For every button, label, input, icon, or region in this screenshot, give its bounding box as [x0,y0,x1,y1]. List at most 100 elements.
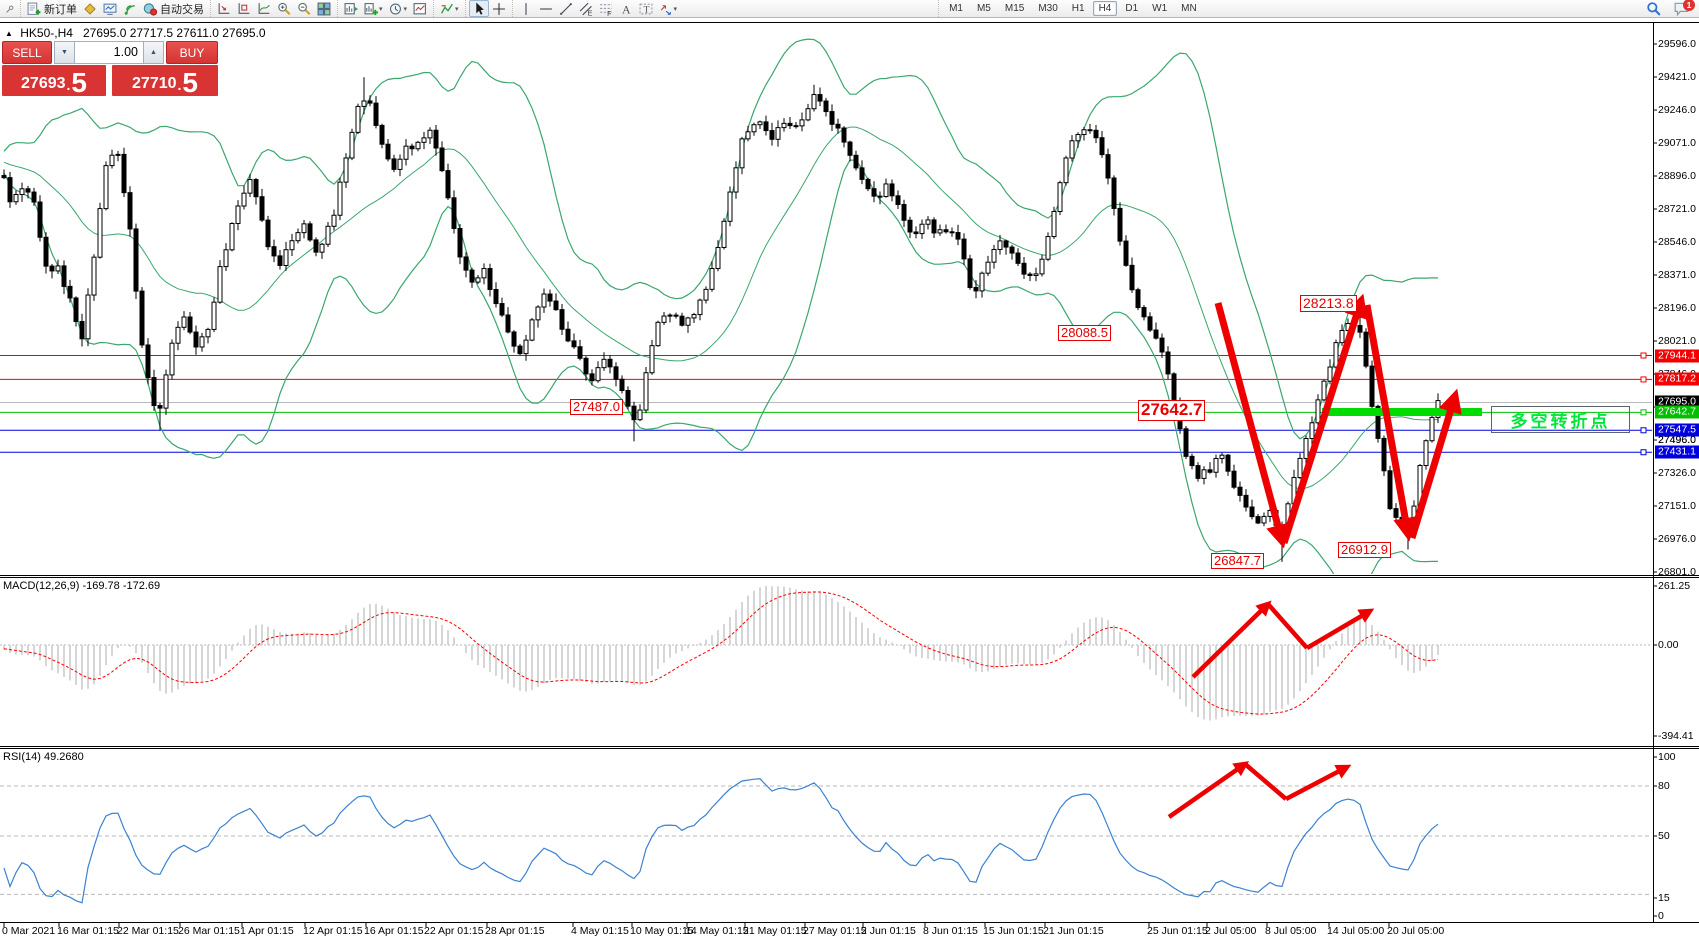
autotrading-icon [143,2,157,16]
expand-arrow-icon[interactable]: ▲ [5,29,13,38]
timeframe-h4-button[interactable]: H4 [1092,1,1118,16]
sell-button[interactable]: SELL [2,41,52,64]
autotrading-button[interactable]: 自动交易 [140,0,207,17]
indicators-button[interactable]: ▾ [437,0,462,17]
arrows-button[interactable]: ▾ [656,0,681,17]
zoom-out-icon [297,2,311,16]
zoom-in-icon [277,2,291,16]
fibonacci-button[interactable]: F [596,0,616,17]
crosshair-icon [492,2,506,16]
buy-price[interactable]: 27710. 5 [112,65,218,97]
chevron-down-icon[interactable]: ▾ [673,5,678,13]
sell-price[interactable]: 27693. 5 [2,65,106,97]
macd-axis-tick: 0.00 [1658,639,1679,651]
timeframe-m30-button[interactable]: M30 [1038,3,1058,14]
search-icon[interactable] [1645,1,1662,21]
buy-button[interactable]: BUY [166,41,218,64]
buy-price-sep: . [177,77,182,93]
tile-windows-button[interactable] [314,0,334,17]
volume-increment-button[interactable]: ▲ [143,41,164,64]
price-axis-tick: 28896.0 [1658,170,1696,182]
price-annotation[interactable]: 28213.8 [1300,295,1357,313]
periods-button[interactable]: ▾ [386,0,411,17]
timeframe-h1-button[interactable]: H1 [1071,3,1085,14]
vline-button[interactable] [516,0,536,17]
price-annotation[interactable]: 27487.0 [570,399,623,416]
hline-button[interactable] [536,0,556,17]
price-annotation[interactable]: 27642.7 [1138,400,1206,421]
charts-button[interactable] [100,0,120,17]
timeframe-w1-button[interactable]: W1 [1152,3,1168,14]
chart-title: ▲ HK50-,H4 27695.0 27717.5 27611.0 27695… [5,26,266,40]
price-annotation[interactable]: 26847.7 [1211,553,1264,570]
template-button[interactable] [410,0,430,17]
time-axis-label: 21 Jun 01:15 [1043,925,1104,937]
toolbar-group: ▾ [433,0,465,17]
price-axis-tick: 27151.0 [1658,500,1696,512]
volume-decrement-button[interactable]: ▼ [54,41,75,64]
time-axis-label: 16 Mar 01:15 [57,925,119,937]
sell-price-main: 27693 [21,75,66,92]
cursor-button[interactable] [468,0,489,17]
time-axis-label: 22 Mar 01:15 [117,925,179,937]
wrench-icon [6,2,14,16]
time-axis-label: 8 Jun 01:15 [923,925,978,937]
zoom-out-button[interactable] [294,0,314,17]
time-axis-label: 16 Apr 01:15 [364,925,424,937]
time-axis-label: 0 Mar 2021 [2,925,56,937]
text-button[interactable]: A [616,0,636,17]
periods-icon [389,2,403,16]
time-axis-label: 26 Mar 01:15 [178,925,240,937]
wrench-button[interactable] [3,0,17,17]
price-axis-tick: 27326.0 [1658,467,1696,479]
channel-button[interactable]: E [576,0,596,17]
timeframe-m15-button[interactable]: M15 [1004,3,1025,14]
new-chart-button[interactable]: ▾ [361,0,386,17]
toolbar-group: 新订单 自动交易 [20,0,210,17]
chart-shift-button[interactable] [341,0,361,17]
crosshair-button[interactable] [489,0,509,17]
signals-button[interactable] [120,0,140,17]
auto-scale-button[interactable] [254,0,274,17]
timeframe-mn-button[interactable]: MN [1181,3,1197,14]
scale-box-button[interactable] [234,0,254,17]
zoom-in-button[interactable] [274,0,294,17]
chevron-down-icon[interactable]: ▾ [455,5,459,13]
profile-button[interactable] [80,0,100,17]
toolbar-group: ▾ ▾ [337,0,433,17]
macd-axis-tick: 261.25 [1658,580,1691,592]
rsi-axis-tick: 100 [1658,751,1676,763]
svg-text:T: T [643,4,649,15]
chart-ohlc-values: 27695.0 27717.5 27611.0 27695.0 [82,26,266,40]
buy-price-main: 27710 [132,75,177,92]
scale-box-icon [237,2,251,16]
new-order-button[interactable]: 新订单 [24,0,80,17]
trendline-button[interactable] [556,0,576,17]
text-label-icon: T [639,2,653,16]
sell-price-sep: . [66,77,71,93]
chart-canvas[interactable] [0,22,1653,922]
scale-axis-button[interactable] [214,0,234,17]
timeframe-m5-button[interactable]: M5 [976,3,991,14]
new-order-icon [27,2,41,16]
autotrading-label: 自动交易 [160,3,204,16]
chevron-down-icon[interactable]: ▾ [379,5,383,13]
price-annotation[interactable]: 28088.5 [1058,325,1111,342]
price-axis-tick: 27496.0 [1658,434,1696,446]
note-box[interactable]: 多空转折点 [1491,406,1630,433]
time-axis-label: 20 Jul 05:00 [1387,925,1445,937]
price-axis-tick: 28371.0 [1658,269,1696,281]
time-axis-label: 8 Jul 05:00 [1265,925,1317,937]
timeframe-group: M1 M5 M15 M30 H1 H4 D1 W1 MN [938,0,1207,17]
price-axis-tick: 26801.0 [1658,566,1696,578]
timeframe-m1-button[interactable]: M1 [949,3,963,14]
timeframe-d1-button[interactable]: D1 [1125,3,1139,14]
chevron-down-icon[interactable]: ▾ [403,5,408,13]
chart-shift-icon [344,2,358,16]
text-label-button[interactable]: T [636,0,656,17]
chat-icon[interactable]: 1 [1671,0,1695,21]
price-annotation[interactable]: 26912.9 [1338,542,1391,559]
macd-axis-tick: -394.41 [1658,730,1694,742]
volume-input[interactable]: 1.00 [75,41,143,64]
auto-scale-icon [257,2,271,16]
